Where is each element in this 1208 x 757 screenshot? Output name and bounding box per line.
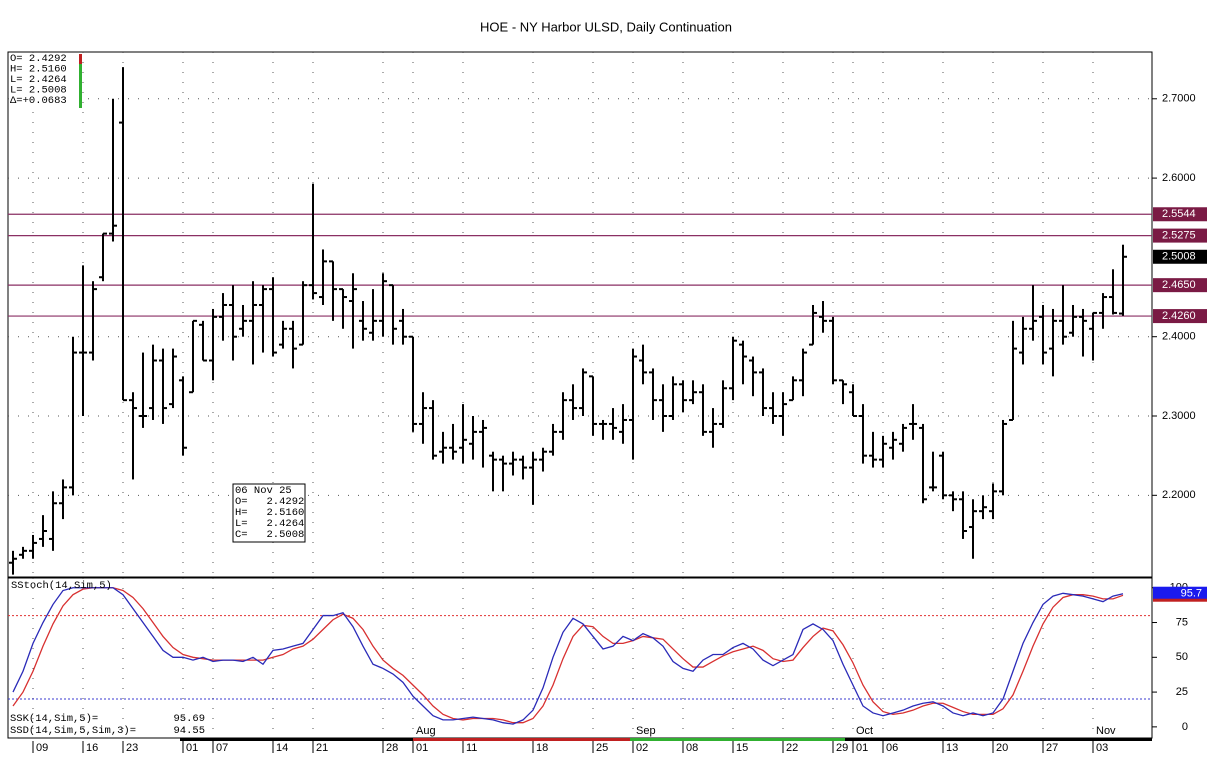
y-tick-label: 2.4000: [1162, 331, 1196, 343]
x-tick-label: 15: [736, 742, 748, 754]
level-label: 2.4260: [1162, 310, 1196, 322]
month-label: Nov: [1096, 725, 1116, 737]
axis-strip-sep: [630, 738, 845, 741]
month-label: Sep: [636, 725, 656, 737]
last-value-box: [1153, 586, 1207, 601]
date-box-line: L= 2.4264: [235, 518, 304, 530]
x-tick-label: 11: [466, 742, 477, 754]
info-flag-red: [79, 54, 82, 64]
legend-name: SSK(14,Sim,5)=: [10, 713, 98, 725]
x-tick-label: 22: [786, 742, 798, 754]
level-box: [1153, 309, 1207, 324]
level-box: [1153, 207, 1207, 222]
x-tick-label: 27: [1046, 742, 1058, 754]
legend-value: 94.55: [173, 725, 205, 737]
x-tick-label: 06: [886, 742, 898, 754]
x-tick-label: 13: [946, 742, 958, 754]
date-box-line: H= 2.5160: [235, 507, 304, 519]
info-line: H= 2.5160: [10, 63, 67, 75]
y-tick-label: 2.3000: [1162, 410, 1196, 422]
price-pane: [7, 51, 1153, 578]
x-tick-label: 16: [86, 742, 98, 754]
y-tick-label: 2.7000: [1162, 93, 1196, 105]
level-label: 2.5275: [1162, 229, 1196, 241]
last-price-box: [1153, 249, 1207, 264]
last-value-label: 95.7: [1181, 588, 1202, 600]
y-tick-label: 50: [1176, 651, 1188, 663]
x-tick-label: 08: [686, 742, 698, 754]
x-tick-label: 21: [316, 742, 328, 754]
x-tick-label: 29: [836, 742, 848, 754]
last-value-underline: [1153, 598, 1207, 602]
x-tick-label: 20: [996, 742, 1008, 754]
legend-name: SSD(14,Sim,5,Sim,3)=: [10, 725, 136, 737]
x-tick-label: 09: [36, 742, 48, 754]
stoch-line: [12, 587, 1124, 725]
info-panel: [9, 53, 81, 109]
level-label: 2.4650: [1162, 279, 1196, 291]
marks: [8, 67, 1152, 725]
last-price-label: 2.5008: [1162, 251, 1196, 263]
date-box: [232, 483, 306, 543]
info-flag-green: [79, 64, 82, 108]
x-tick-label: 01: [856, 742, 868, 754]
x-tick-label: 01: [186, 742, 198, 754]
y-tick-label: 75: [1176, 616, 1188, 628]
date-box-line: 06 Nov 25: [235, 485, 292, 497]
x-tick-label: 14: [276, 742, 288, 754]
month-label: Aug: [416, 725, 436, 737]
y-tick-label: 25: [1176, 686, 1188, 698]
x-tick-label: 18: [536, 742, 548, 754]
month-label: Oct: [856, 725, 873, 737]
x-tick-label: 01: [416, 742, 428, 754]
x-tick-label: 02: [636, 742, 648, 754]
level-box: [1153, 278, 1207, 293]
date-box-line: C= 2.5008: [235, 529, 304, 541]
legend-value: 95.69: [173, 713, 205, 725]
date-box-line: O= 2.4292: [235, 496, 304, 508]
info-line: L= 2.5008: [10, 84, 67, 96]
x-tick-label: 07: [216, 742, 228, 754]
level-label: 2.5544: [1162, 208, 1196, 220]
y-tick-label: 2.2000: [1162, 489, 1196, 501]
x-tick-label: 28: [386, 742, 398, 754]
axis-strip-aug: [413, 738, 630, 741]
x-tick-label: 25: [596, 742, 608, 754]
pane-title: SStoch(14,Sim,5): [11, 580, 112, 592]
y-tick-label: 2.6000: [1162, 172, 1196, 184]
level-box: [1153, 228, 1207, 243]
x-tick-label: 03: [1096, 742, 1108, 754]
y-tick-label: 0: [1182, 721, 1188, 733]
x-tick-label: 23: [126, 742, 138, 754]
info-line: Δ=+0.0683: [10, 95, 67, 107]
info-line: O= 2.4292: [10, 53, 67, 65]
info-line: L= 2.4264: [10, 74, 67, 86]
chart-title: HOE - NY Harbor ULSD, Daily Continuation: [480, 19, 732, 34]
